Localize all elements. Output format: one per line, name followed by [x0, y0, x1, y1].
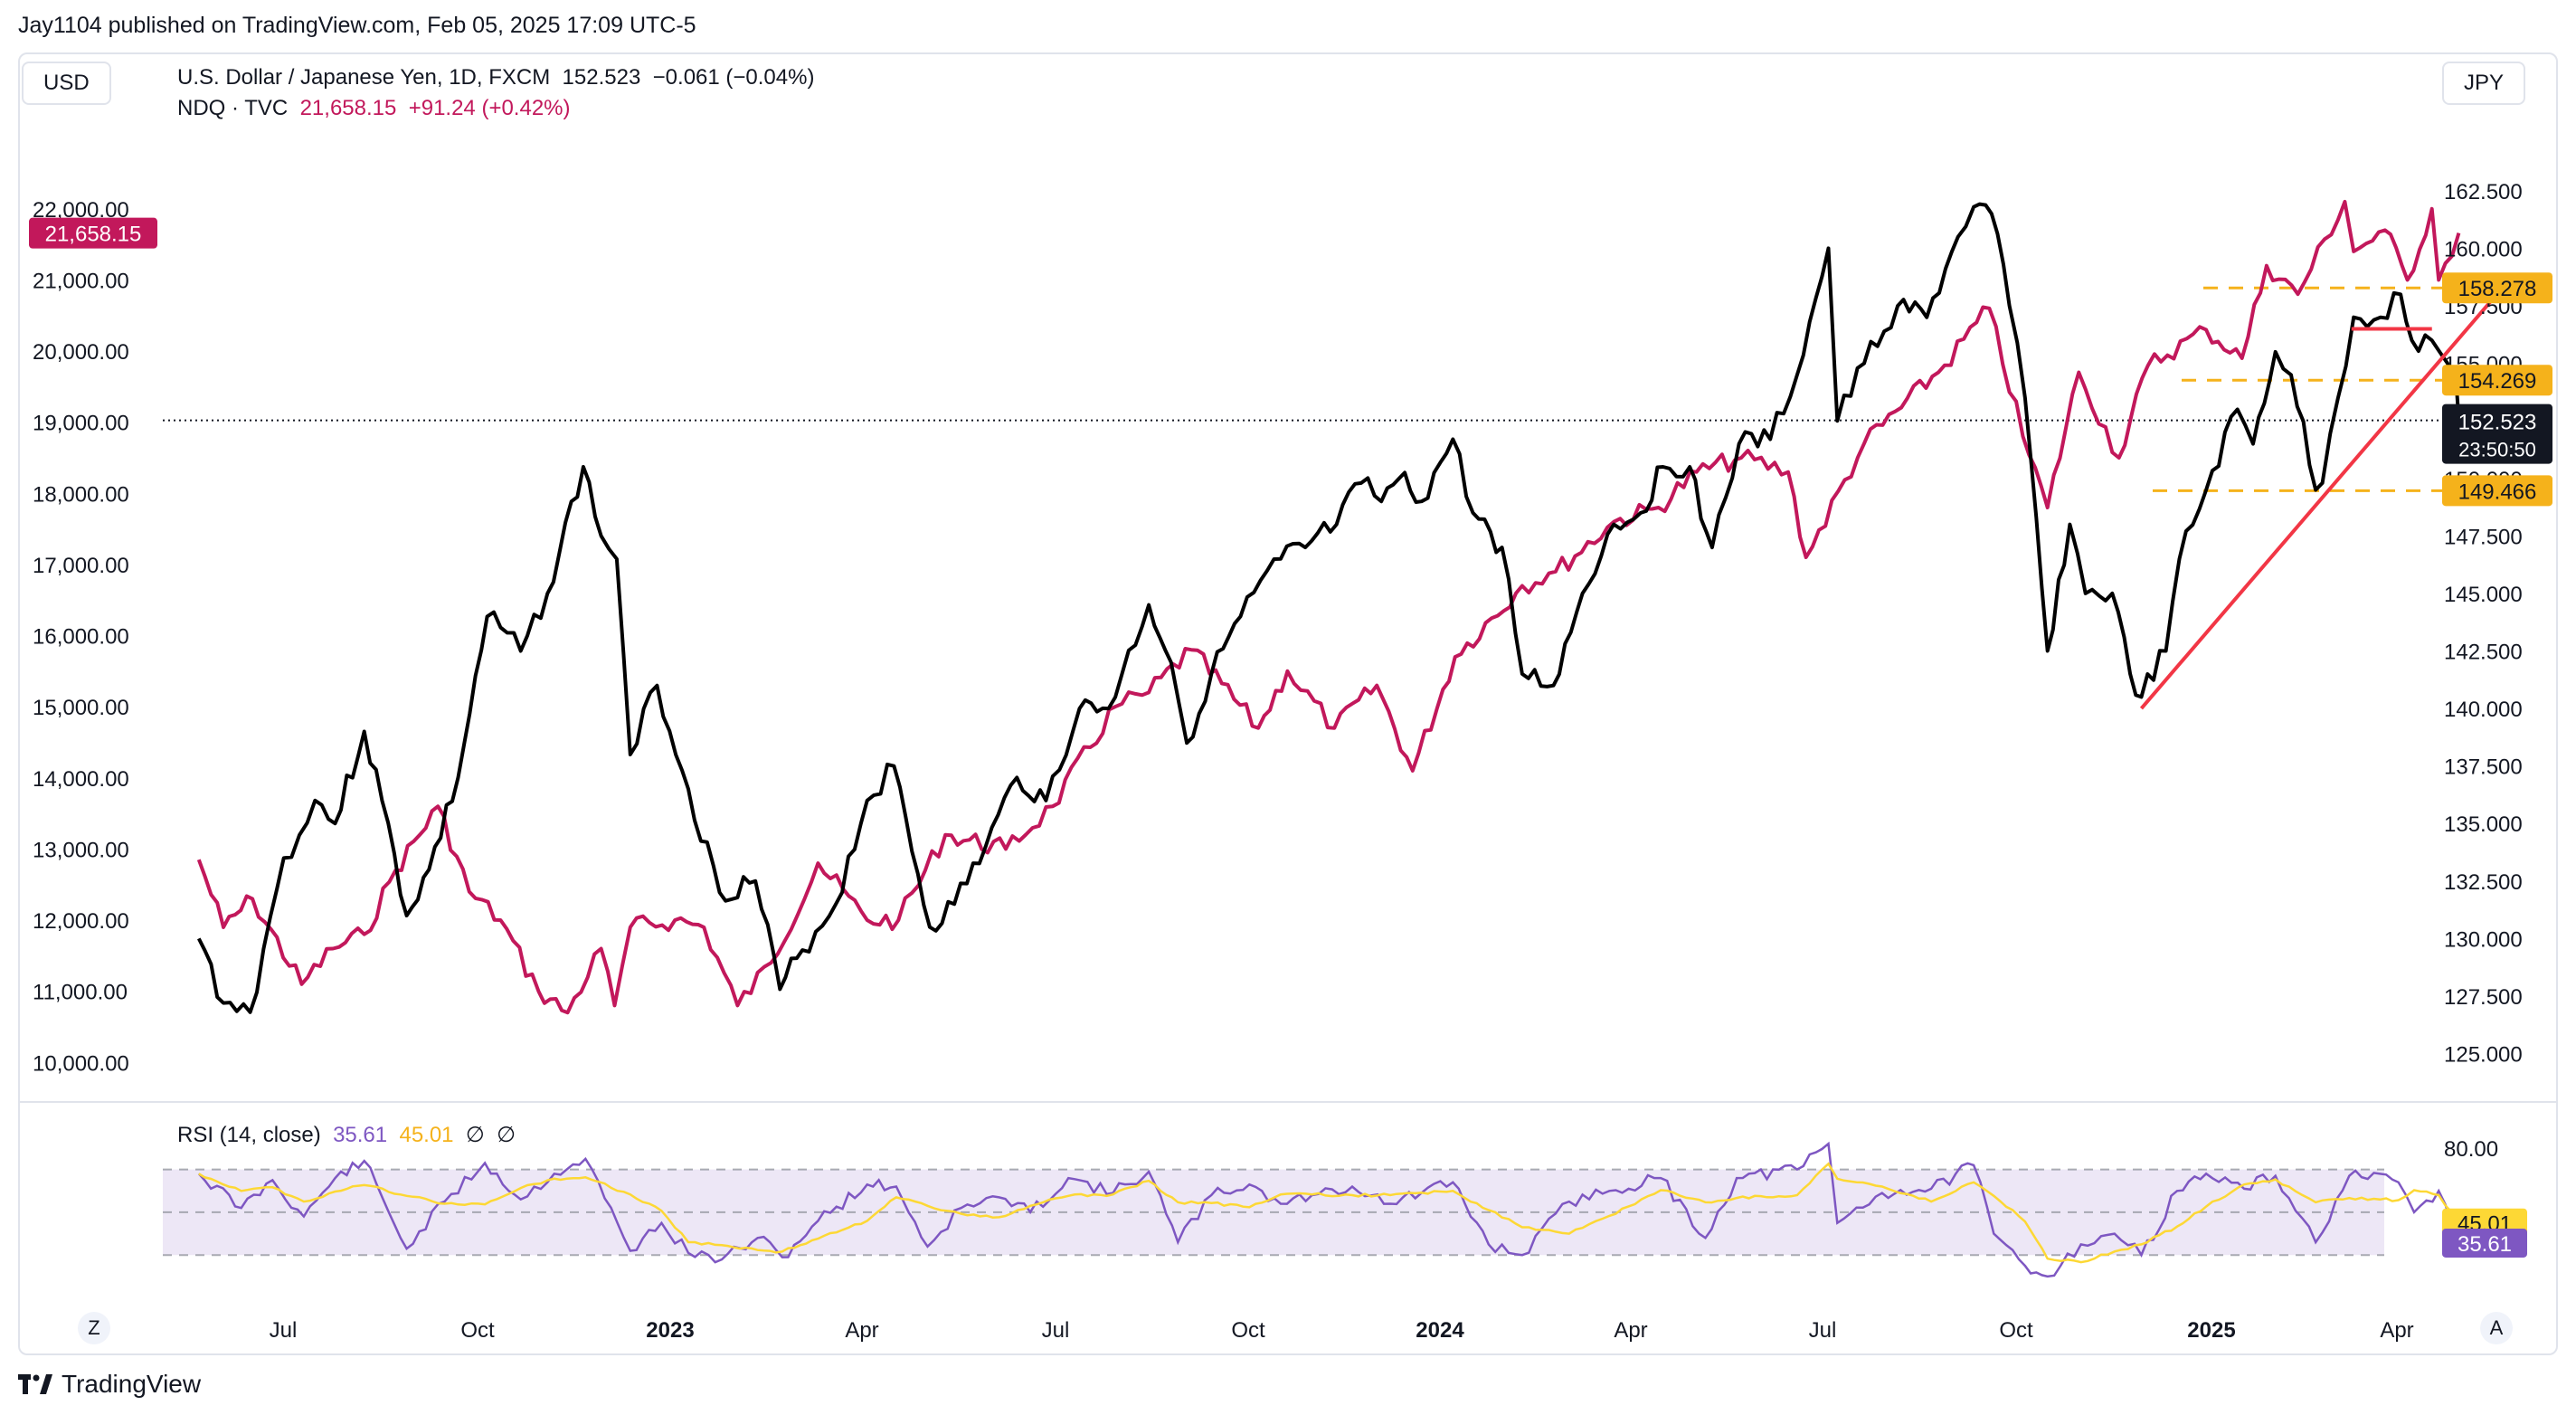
rsi-tick-80: 80.00 [2444, 1137, 2498, 1162]
brand-name: TradingView [62, 1370, 202, 1398]
left-tick-10: 12,000.00 [33, 909, 129, 934]
trendlines-layer [2139, 293, 2498, 710]
rsi-band-layer [163, 1168, 2384, 1257]
left-tick-5: 17,000.00 [33, 554, 129, 578]
usdjpy-line [197, 202, 2461, 1014]
level-badge-3-box [2442, 475, 2552, 507]
left-tick-12: 10,000.00 [33, 1051, 129, 1076]
right-tick-8: 142.500 [2444, 641, 2523, 665]
right-tick-12: 132.500 [2444, 870, 2523, 895]
usdjpy-last-badge-box [2442, 404, 2552, 464]
rsi-label[interactable]: RSI (14, close) [177, 1123, 321, 1147]
right-tick-15: 125.000 [2444, 1043, 2523, 1068]
chart-frame [18, 52, 2558, 1355]
right-currency-button[interactable]: JPY [2442, 62, 2526, 105]
level-badge-2: 154.269 [2458, 369, 2537, 394]
left-currency-button[interactable]: USD [22, 62, 111, 105]
compare-symbol[interactable]: NDQ · TVC [177, 96, 289, 120]
ndq-last-badge: 21,658.15 [45, 223, 142, 247]
x-tick-10: 2025 [2187, 1318, 2235, 1343]
right-tick-0: 162.500 [2444, 180, 2523, 204]
right-tick-10: 137.500 [2444, 755, 2523, 780]
level-badge-1-box [2442, 272, 2552, 304]
rsi-legend-value: 35.61 [333, 1123, 388, 1147]
trendline-0 [2139, 293, 2498, 710]
left-tick-7: 15,000.00 [33, 696, 129, 720]
main-price: 152.523 [562, 65, 641, 90]
left-tick-9: 13,000.00 [33, 838, 129, 862]
ndq-last-badge-box [29, 217, 157, 249]
right-axis: 162.500160.000157.500155.000152.500150.0… [2444, 180, 2523, 1162]
right-tick-1: 160.000 [2444, 237, 2523, 261]
x-tick-5: Oct [1231, 1318, 1265, 1343]
left-tick-3: 19,000.00 [33, 412, 129, 436]
level-lines-layer [163, 286, 2442, 492]
left-tick-2: 20,000.00 [33, 340, 129, 365]
level-badge-2-box [2442, 365, 2552, 396]
left-tick-4: 18,000.00 [33, 482, 129, 507]
x-tick-4: Jul [1042, 1318, 1070, 1343]
level-badge-3: 149.466 [2458, 480, 2537, 504]
x-tick-6: 2024 [1416, 1318, 1464, 1343]
left-tick-8: 14,000.00 [33, 767, 129, 792]
right-tick-7: 145.000 [2444, 583, 2523, 607]
rsi-value-badge: 35.61 [2458, 1232, 2512, 1257]
main-symbol[interactable]: U.S. Dollar / Japanese Yen, 1D, FXCM [177, 65, 551, 90]
auto-scale-button[interactable]: A [2480, 1312, 2513, 1344]
left-tick-6: 16,000.00 [33, 625, 129, 650]
tradingview-logo-icon [18, 1374, 52, 1394]
x-tick-11: Apr [2380, 1318, 2413, 1343]
countdown-badge: 23:50:50 [2458, 439, 2536, 461]
x-tick-3: Apr [845, 1318, 878, 1343]
right-tick-14: 127.500 [2444, 985, 2523, 1010]
compare-series-legend: NDQ · TVC 21,658.15 +91.24 (+0.42%) [177, 96, 571, 121]
x-tick-9: Oct [1999, 1318, 2033, 1343]
time-axis: Jul Oct 2023 Apr Jul Oct 2024 Apr Jul Oct 2025 Apr [270, 1318, 2414, 1343]
right-tick-13: 130.000 [2444, 927, 2523, 952]
x-tick-1: Oct [460, 1318, 495, 1343]
rsi-legend-na-2: ∅ [497, 1123, 516, 1147]
compare-price: 21,658.15 [299, 96, 397, 120]
main-change: −0.061 (−0.04%) [652, 65, 815, 90]
rsi-ma-line [198, 1162, 2460, 1264]
publish-caption: Jay1104 published on TradingView.com, Fe… [18, 13, 696, 38]
rsi-legend-na-1: ∅ [465, 1123, 485, 1147]
series-layer [196, 199, 2466, 1015]
level-badge-1: 158.278 [2458, 277, 2537, 301]
tradingview-brand: TradingView [18, 1370, 201, 1399]
x-tick-0: Jul [270, 1318, 298, 1343]
compare-change: +91.24 (+0.42%) [408, 96, 571, 120]
left-tick-1: 21,000.00 [33, 269, 129, 293]
x-tick-7: Apr [1614, 1318, 1647, 1343]
x-tick-2: 2023 [646, 1318, 694, 1343]
x-tick-8: Jul [1809, 1318, 1837, 1343]
zoom-reset-button[interactable]: Z [78, 1312, 110, 1344]
right-tick-6: 147.500 [2444, 525, 2523, 549]
price-badges: 21,658.15 158.278 154.269 149.466 152.523 23:… [29, 217, 2552, 1258]
right-tick-9: 140.000 [2444, 698, 2523, 722]
rsi-legend: RSI (14, close) 35.61 45.01 ∅ ∅ [177, 1122, 516, 1148]
right-tick-11: 135.000 [2444, 812, 2523, 837]
rsi-value-badge-box [2442, 1228, 2527, 1258]
main-series-legend: U.S. Dollar / Japanese Yen, 1D, FXCM 152… [177, 65, 814, 90]
rsi-layer [197, 1141, 2460, 1278]
rsi-legend-ma: 45.01 [399, 1123, 454, 1147]
left-tick-11: 11,000.00 [33, 981, 128, 1005]
left-axis: 22,000.0021,000.0020,000.0019,000.0018,0… [33, 198, 129, 1077]
usdjpy-last-badge: 152.523 [2458, 411, 2537, 435]
ndq-line [196, 199, 2461, 1015]
